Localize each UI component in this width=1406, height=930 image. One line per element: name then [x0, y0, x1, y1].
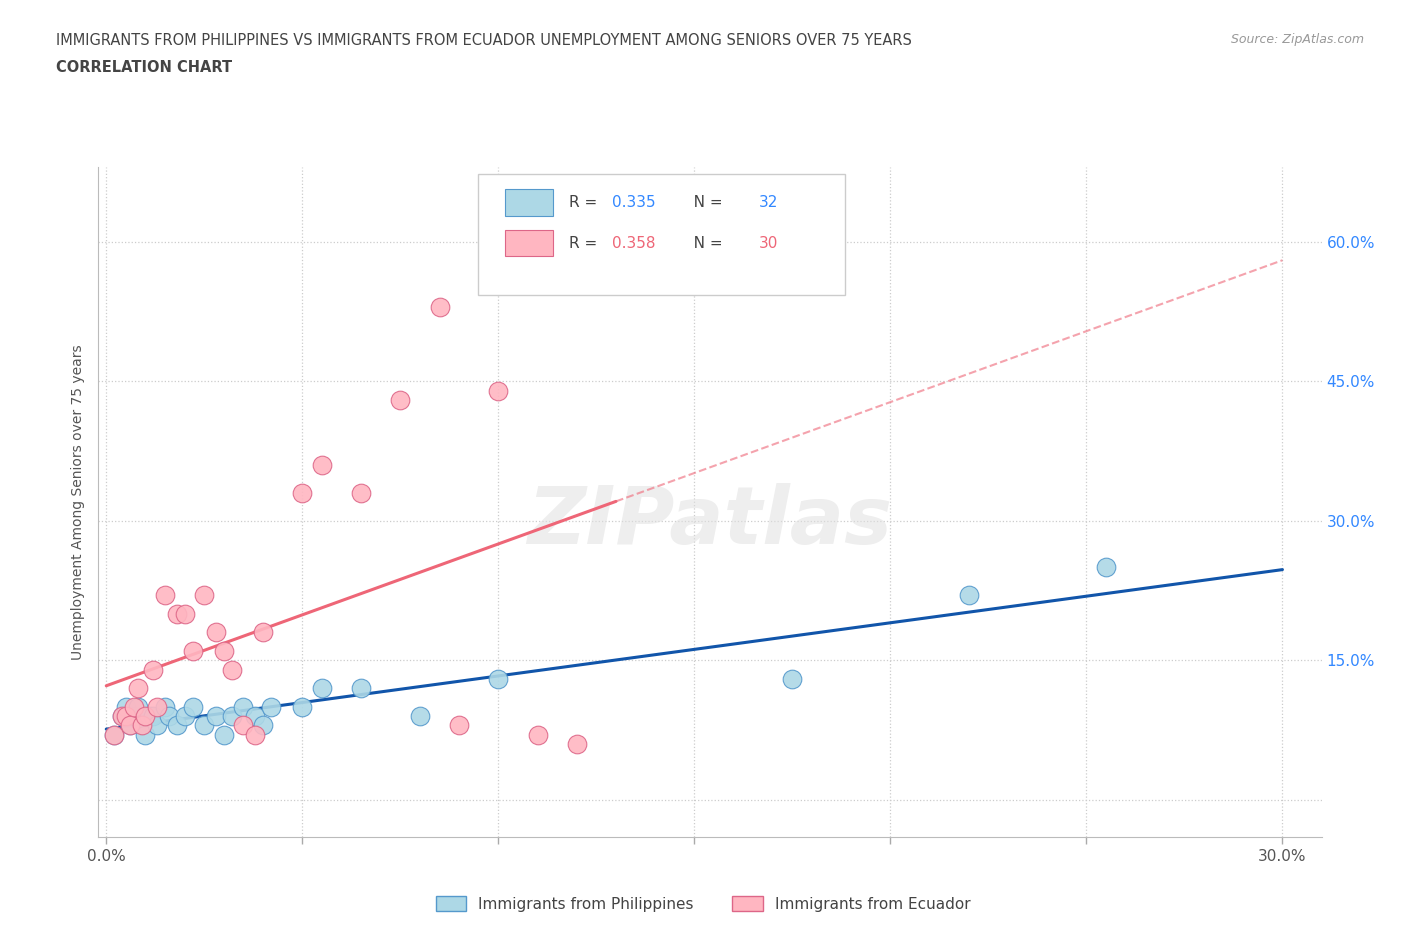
Text: CORRELATION CHART: CORRELATION CHART	[56, 60, 232, 75]
Y-axis label: Unemployment Among Seniors over 75 years: Unemployment Among Seniors over 75 years	[72, 344, 86, 660]
Point	[429, 299, 451, 314]
Point	[134, 727, 156, 742]
Text: 0.335: 0.335	[612, 195, 655, 210]
FancyBboxPatch shape	[478, 174, 845, 295]
Point	[205, 625, 228, 640]
Point	[449, 718, 471, 733]
Text: Source: ZipAtlas.com: Source: ZipAtlas.com	[1230, 33, 1364, 46]
Point	[146, 699, 169, 714]
Point	[409, 709, 432, 724]
Point	[252, 718, 274, 733]
Text: 30: 30	[759, 235, 779, 250]
Point	[389, 392, 412, 407]
Point	[221, 709, 243, 724]
Point	[957, 588, 980, 603]
FancyBboxPatch shape	[505, 190, 554, 217]
Point	[181, 644, 204, 658]
Point	[291, 699, 314, 714]
Point	[565, 737, 588, 751]
Text: 0.358: 0.358	[612, 235, 655, 250]
Point	[127, 681, 149, 696]
Point	[486, 383, 509, 398]
Point	[115, 699, 138, 714]
Point	[205, 709, 228, 724]
Point	[131, 718, 153, 733]
Point	[138, 709, 160, 724]
Point	[245, 709, 267, 724]
Point	[260, 699, 283, 714]
Text: R =: R =	[569, 195, 603, 210]
Text: N =: N =	[679, 195, 728, 210]
Point	[181, 699, 204, 714]
Point	[311, 681, 333, 696]
Point	[142, 709, 165, 724]
Point	[350, 485, 373, 500]
Legend: Immigrants from Philippines, Immigrants from Ecuador: Immigrants from Philippines, Immigrants …	[429, 889, 977, 918]
Point	[245, 727, 267, 742]
Point	[166, 718, 188, 733]
Point	[1095, 560, 1118, 575]
Point	[486, 671, 509, 686]
Point	[173, 606, 195, 621]
Point	[782, 671, 804, 686]
Point	[122, 709, 145, 724]
Point	[232, 718, 254, 733]
Point	[111, 709, 134, 724]
Point	[193, 588, 215, 603]
Point	[526, 727, 548, 742]
Point	[232, 699, 254, 714]
Point	[193, 718, 215, 733]
Point	[103, 727, 125, 742]
Text: 32: 32	[759, 195, 779, 210]
Point	[111, 709, 134, 724]
Point	[127, 699, 149, 714]
FancyBboxPatch shape	[505, 230, 554, 257]
Point	[103, 727, 125, 742]
Point	[153, 699, 176, 714]
Point	[311, 458, 333, 472]
Text: ZIPatlas: ZIPatlas	[527, 484, 893, 562]
Text: N =: N =	[679, 235, 728, 250]
Point	[212, 727, 235, 742]
Point	[252, 625, 274, 640]
Point	[157, 709, 180, 724]
Point	[221, 662, 243, 677]
Point	[115, 709, 138, 724]
Point	[153, 588, 176, 603]
Point	[118, 718, 141, 733]
Point	[291, 485, 314, 500]
Point	[350, 681, 373, 696]
Point	[142, 662, 165, 677]
Point	[146, 718, 169, 733]
Point	[212, 644, 235, 658]
Point	[122, 699, 145, 714]
Point	[131, 718, 153, 733]
Point	[173, 709, 195, 724]
Point	[118, 718, 141, 733]
Point	[166, 606, 188, 621]
Text: R =: R =	[569, 235, 603, 250]
Point	[134, 709, 156, 724]
Text: IMMIGRANTS FROM PHILIPPINES VS IMMIGRANTS FROM ECUADOR UNEMPLOYMENT AMONG SENIOR: IMMIGRANTS FROM PHILIPPINES VS IMMIGRANT…	[56, 33, 912, 47]
